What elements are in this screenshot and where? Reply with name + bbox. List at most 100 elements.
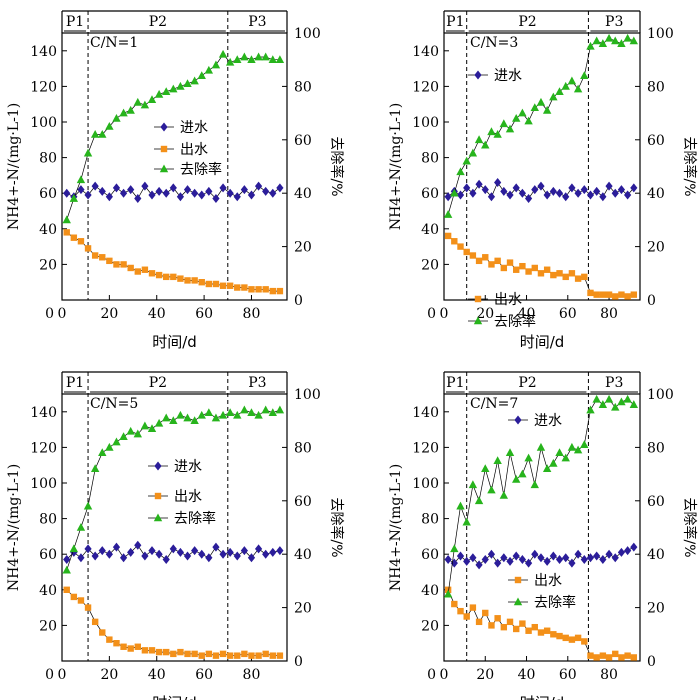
- y-left-tick-label: 100: [30, 476, 57, 492]
- data-point: [568, 558, 576, 568]
- data-point: [531, 623, 538, 631]
- data-point: [581, 638, 588, 645]
- data-point: [247, 190, 256, 200]
- data-point: [127, 264, 134, 272]
- series-2: [443, 394, 639, 598]
- data-point: [530, 103, 539, 112]
- data-point: [183, 79, 192, 88]
- data-point: [120, 643, 127, 650]
- y-left-tick-label: 140: [30, 405, 57, 421]
- data-point: [98, 129, 107, 138]
- data-point: [63, 586, 70, 593]
- chart-panel-2: P1 P2 P3 0 20 40 60 80 0 20 40 60 80 100 120 140 0 20 40 60…: [388, 10, 698, 351]
- x-tick-label: 80: [243, 667, 261, 683]
- x-tick-label: 60: [195, 667, 213, 683]
- data-point: [98, 186, 106, 196]
- data-point: [247, 408, 256, 416]
- data-point: [450, 544, 459, 553]
- y-right-tick-label: 60: [294, 494, 312, 510]
- plot-frame: [61, 393, 288, 662]
- data-point: [254, 181, 263, 191]
- y-left-tick-label: 60: [39, 186, 57, 202]
- x-tick-label: 20: [100, 306, 118, 322]
- data-point: [211, 413, 221, 422]
- y-right-tick-label: 100: [294, 387, 321, 403]
- data-point: [154, 89, 164, 98]
- data-point: [574, 634, 582, 642]
- legend-marker: [154, 461, 162, 471]
- data-point: [462, 517, 471, 526]
- data-point: [212, 542, 220, 552]
- data-point: [190, 76, 199, 85]
- x-tick-label: 20: [100, 667, 118, 683]
- data-point: [549, 458, 558, 467]
- data-point: [573, 445, 583, 454]
- data-point: [450, 188, 459, 197]
- data-point: [481, 555, 489, 565]
- y-right-tick-label: 100: [294, 26, 321, 42]
- data-point: [494, 558, 502, 568]
- data-point: [512, 183, 520, 193]
- data-point: [234, 652, 241, 659]
- data-point: [518, 188, 526, 198]
- y-left-tick-label: 40: [421, 222, 439, 238]
- x-axis-label: 时间/d: [520, 333, 565, 351]
- y-axis-right-label: 去除率/%: [328, 497, 345, 557]
- data-point: [512, 551, 520, 561]
- x-tick-label: 0: [58, 667, 67, 683]
- data-point: [254, 52, 263, 61]
- data-point: [617, 39, 626, 47]
- y-left-tick-label: 80: [39, 151, 57, 167]
- data-point: [204, 65, 214, 74]
- data-point: [556, 270, 563, 277]
- data-point: [457, 607, 464, 615]
- series-2: [62, 405, 285, 574]
- data-point: [630, 542, 638, 552]
- data-point: [105, 192, 113, 202]
- data-point: [184, 650, 191, 658]
- data-point: [444, 555, 452, 565]
- data-point: [611, 36, 620, 45]
- data-point: [163, 273, 170, 281]
- data-point: [481, 464, 490, 473]
- data-point: [63, 229, 70, 236]
- series-line: [66, 232, 280, 292]
- data-point: [268, 55, 277, 63]
- legend-marker: [159, 164, 169, 173]
- x-tick-label: 0: [440, 306, 449, 322]
- data-point: [170, 273, 177, 281]
- data-point: [624, 190, 632, 200]
- data-point: [113, 261, 120, 268]
- data-point: [113, 640, 120, 647]
- data-point: [561, 81, 570, 90]
- phase-label: P1: [446, 14, 464, 30]
- data-point: [550, 271, 557, 279]
- data-point: [119, 108, 128, 117]
- data-point: [549, 186, 557, 196]
- x-axis-label: 时间/d: [152, 694, 197, 700]
- legend-marker: [160, 145, 168, 153]
- data-point: [262, 186, 270, 196]
- legend-marker: [160, 122, 168, 132]
- data-point: [255, 652, 262, 659]
- data-point: [463, 613, 470, 620]
- data-point: [205, 553, 213, 563]
- y-left-tick-label: 20: [421, 257, 439, 273]
- data-point: [604, 33, 614, 42]
- data-point: [537, 181, 545, 191]
- data-point: [226, 188, 234, 198]
- data-point: [474, 135, 484, 144]
- data-point: [226, 282, 234, 289]
- y-left-tick-label: 100: [412, 115, 439, 131]
- data-point: [183, 413, 192, 422]
- data-point: [162, 87, 171, 96]
- y-axis-left-label: NH4+-N/(mg·L-1): [6, 464, 22, 591]
- data-point: [155, 186, 163, 196]
- data-point: [262, 549, 270, 559]
- data-point: [463, 248, 470, 256]
- data-point: [605, 291, 613, 298]
- legend-marker: [474, 295, 482, 303]
- data-point: [84, 544, 92, 554]
- y-right-tick-label: 100: [647, 387, 674, 403]
